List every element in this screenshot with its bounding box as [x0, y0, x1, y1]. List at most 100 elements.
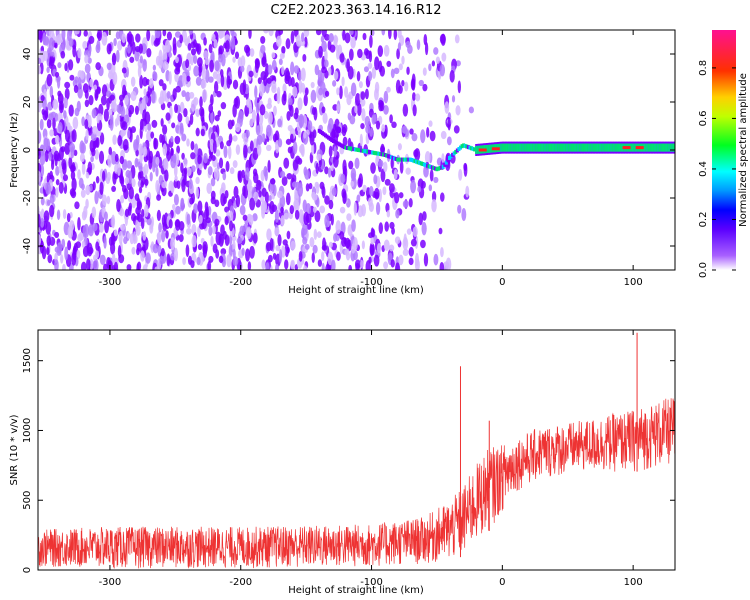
spectrogram-noise-cell	[80, 189, 86, 198]
spectrogram-noise-cell	[376, 242, 382, 254]
spectrogram-noise-cell	[369, 34, 373, 48]
spectrogram-noise-cell	[389, 114, 393, 124]
spectrogram-noise-cell	[324, 166, 329, 175]
spectrogram-noise-cell	[203, 37, 207, 46]
spectrogram-noise-cell	[439, 261, 445, 270]
spectrogram-noise-cell	[72, 116, 79, 130]
spectrogram-noise-cell	[364, 115, 371, 127]
spectrogram-noise-cell	[290, 240, 296, 250]
spectrogram-noise-cell	[292, 141, 298, 155]
spectrogram-noise-cell	[124, 208, 130, 218]
snr-xtick-label: -300	[99, 577, 122, 588]
spectrogram-noise-cell	[265, 144, 272, 152]
spectrogram-noise-cell	[210, 196, 216, 205]
spectrogram-noise-cell	[190, 260, 195, 269]
spectrogram-noise-cell	[220, 74, 225, 88]
spectrogram-signal-cell	[328, 136, 332, 141]
spectrogram-noise-cell	[134, 157, 139, 168]
spectrogram-noise-cell	[162, 124, 168, 135]
spectrogram-noise-cell	[46, 73, 53, 87]
spectrogram-noise-cell	[107, 154, 112, 168]
spectrogram-noise-cell	[138, 165, 143, 172]
spectrogram-noise-cell	[93, 254, 97, 261]
colorbar-tick-label: 0.2	[698, 212, 709, 228]
spectrogram-noise-cell	[115, 49, 120, 63]
spectrogram-signal-cell	[537, 143, 540, 152]
spectrogram-noise-cell	[111, 52, 117, 66]
spectrogram-noise-cell	[55, 166, 60, 176]
spectrogram-signal-cell	[500, 143, 503, 152]
spectrogram-signal-cell	[649, 143, 652, 152]
spectrogram-signal-cell	[452, 151, 456, 156]
spectrogram-signal-cell	[580, 143, 583, 152]
spectrogram-noise-cell	[162, 61, 169, 71]
snr-xtick-label: -100	[360, 577, 383, 588]
spectrogram-noise-cell	[418, 79, 424, 87]
spectrogram-noise-cell	[99, 181, 104, 196]
spectrogram-noise-cell	[157, 232, 161, 243]
spectrogram-noise-cell	[58, 146, 64, 161]
spectrogram-noise-cell	[290, 76, 295, 88]
spectrogram-noise-cell	[398, 192, 404, 199]
spectrogram-signal-cell	[471, 146, 475, 151]
spectrogram-noise-cell	[74, 76, 79, 84]
spectrogram-signal-cell	[333, 139, 337, 144]
spectrogram-noise-cell	[124, 94, 129, 106]
spectrogram-signal-cell	[410, 157, 414, 162]
spectrogram-noise-cell	[373, 113, 377, 123]
spectrogram-noise-cell	[111, 101, 118, 113]
spectrogram-noise-cell	[93, 258, 99, 270]
spectrogram-noise-cell	[228, 234, 233, 246]
spectrogram-noise-cell	[67, 240, 72, 251]
spectrogram-noise-cell	[398, 63, 403, 71]
spectrogram-signal-cell	[503, 143, 506, 152]
spectrogram-noise-cell	[328, 145, 333, 158]
spectrogram-noise-cell	[399, 160, 404, 174]
spectrogram-noise-cell	[453, 125, 460, 134]
spectrogram-signal-cell	[660, 143, 663, 152]
spectrogram-noise-cell	[249, 197, 256, 211]
spectrogram-noise-cell	[119, 155, 124, 165]
spectrogram-noise-cell	[222, 171, 227, 181]
spectrogram-noise-cell	[208, 76, 214, 83]
spectrogram-noise-cell	[83, 30, 88, 37]
spectrogram-noise-cell	[208, 155, 212, 162]
spectrogram-noise-cell	[269, 200, 275, 215]
spectrogram-signal-cell	[419, 161, 423, 166]
spectrogram-noise-cell	[193, 65, 200, 77]
spectrogram-noise-cell	[155, 167, 159, 177]
spectrogram-noise-cell	[286, 172, 293, 180]
spectrogram-signal-cell	[533, 143, 536, 152]
spectrogram-noise-cell	[311, 143, 315, 156]
spectrogram-noise-cell	[90, 155, 94, 163]
spectrogram-noise-cell	[64, 81, 71, 89]
spectrogram-noise-cell	[327, 123, 332, 134]
spectrogram-signal-cell	[611, 143, 614, 152]
spectrogram-noise-cell	[397, 143, 402, 151]
spectrogram-noise-cell	[120, 130, 125, 137]
spectrogram-noise-cell	[237, 170, 241, 180]
spectrogram-noise-cell	[304, 243, 310, 250]
spectrogram-noise-cell	[182, 72, 187, 87]
spectrogram-noise-cell	[54, 259, 59, 270]
spectrogram-signal-cell	[556, 143, 559, 152]
spectrogram-noise-cell	[232, 103, 237, 118]
spectrogram-signal-cell	[375, 151, 379, 156]
spectrogram-noise-cell	[408, 246, 414, 257]
spectrogram-noise-cell	[402, 248, 409, 257]
spectrogram-signal-cell	[528, 143, 531, 152]
spectrogram-noise-cell	[155, 55, 161, 66]
spectrogram-noise-cell	[303, 211, 309, 226]
spectrogram-signal-cell	[344, 145, 348, 150]
spectrogram-noise-cell	[99, 132, 105, 145]
spectrogram-noise-cell	[394, 191, 400, 204]
spectrogram-noise-cell	[54, 42, 58, 49]
spectrogram-signal-cell	[588, 143, 591, 152]
spectrogram-noise-cell	[336, 103, 340, 113]
spectrogram-noise-cell	[355, 262, 360, 270]
spectrogram-noise-cell	[49, 129, 55, 137]
spectrogram-noise-cell	[344, 248, 350, 256]
spectrogram-signal-cell	[489, 144, 492, 153]
spectrogram-noise-cell	[166, 253, 171, 267]
